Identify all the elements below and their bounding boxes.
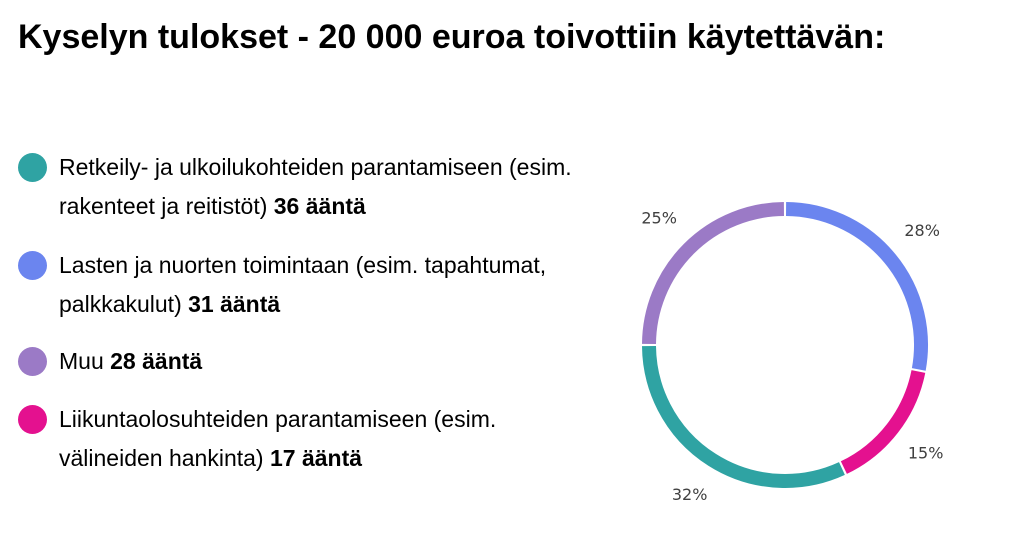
- legend-label: Muu: [59, 348, 104, 374]
- legend-count: 36 ääntä: [273, 193, 366, 219]
- donut-slice-1: [840, 370, 926, 474]
- legend-text: Muu 28 ääntä: [59, 342, 589, 381]
- legend-dot-icon: [18, 251, 47, 280]
- legend-count: 31 ääntä: [188, 291, 281, 317]
- slice-label-0: 28%: [904, 221, 940, 240]
- slice-label-1: 15%: [908, 444, 944, 463]
- legend-label: Lasten ja nuorten toimintaan (esim. tapa…: [59, 252, 547, 317]
- legend-item-sports: Liikuntaolosuhteiden parantamiseen (esim…: [18, 400, 589, 478]
- legend-count: 28 ääntä: [110, 348, 203, 374]
- donut-chart: 28% 15% 32% 25%: [641, 202, 944, 504]
- legend-text: Liikuntaolosuhteiden parantamiseen (esim…: [59, 400, 589, 478]
- legend-text: Retkeily- ja ulkoilukohteiden parantamis…: [59, 148, 589, 226]
- legend-item-other: Muu 28 ääntä: [18, 342, 589, 381]
- legend-dot-icon: [18, 153, 47, 182]
- legend-label: Retkeily- ja ulkoilukohteiden parantamis…: [59, 154, 572, 219]
- chart-title: Kyselyn tulokset - 20 000 euroa toivotti…: [18, 18, 886, 56]
- legend-item-youth: Lasten ja nuorten toimintaan (esim. tapa…: [18, 246, 589, 324]
- slice-label-2: 32%: [672, 485, 708, 504]
- donut-slice-3: [642, 202, 785, 345]
- legend-dot-icon: [18, 347, 47, 376]
- legend-count: 17 ääntä: [269, 445, 363, 471]
- slice-label-3: 25%: [641, 209, 677, 228]
- legend-label: Liikuntaolosuhteiden parantamiseen (esim…: [59, 406, 497, 471]
- legend-item-outdoor: Retkeily- ja ulkoilukohteiden parantamis…: [18, 148, 589, 226]
- donut-slice-2: [642, 346, 845, 488]
- donut-slice-0: [786, 202, 928, 371]
- legend-text: Lasten ja nuorten toimintaan (esim. tapa…: [59, 246, 589, 324]
- legend-dot-icon: [18, 405, 47, 434]
